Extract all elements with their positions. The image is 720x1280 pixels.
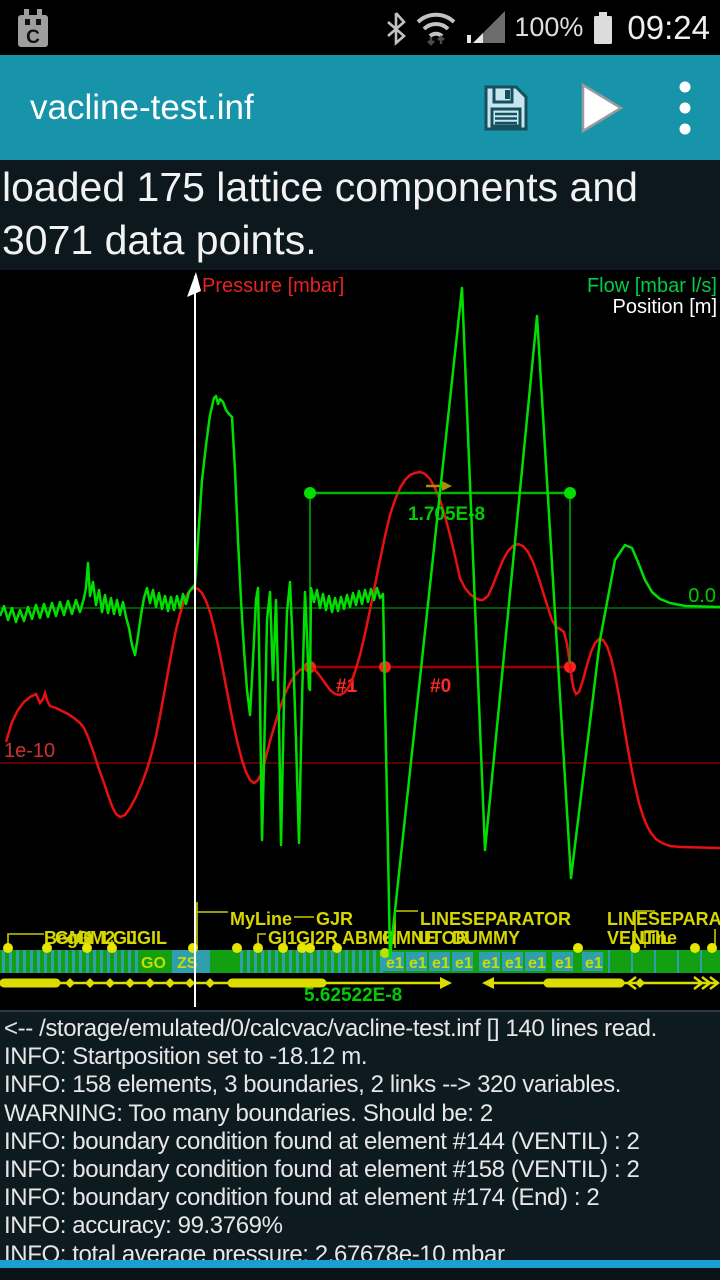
strip-label-e1: e1	[455, 955, 473, 972]
component-label: GI1	[268, 928, 297, 948]
status-message-line2: 3071 data points.	[2, 217, 317, 263]
log-line: INFO: total average pressure: 2.67678e-1…	[4, 1240, 505, 1260]
flow-axis-label: Flow [mbar l/s]	[587, 275, 717, 297]
chart-canvas: 0.0 1e-10 #1 #0 1.7	[0, 270, 720, 1010]
overflow-dots-icon	[679, 81, 691, 134]
strip-label-e1: e1	[386, 955, 404, 972]
component-label: GJR	[316, 909, 353, 929]
component-label: MyLine	[230, 909, 292, 929]
page-title: vacline-test.inf	[30, 87, 254, 127]
strip-label-e1: e1	[528, 955, 546, 972]
bottom-filler	[0, 1268, 720, 1280]
component-label: LGIL	[126, 928, 167, 948]
log-line: WARNING: Too many boundaries. Should be:…	[4, 1099, 493, 1127]
position-cursor[interactable]	[187, 272, 201, 1007]
component-label: LINESEPARATOR	[607, 909, 720, 929]
component-label: Begin	[44, 928, 94, 948]
status-bar: C 100% 09:24	[0, 0, 720, 55]
flow-zero-tick: 0.0	[688, 585, 716, 607]
log-line: INFO: 158 elements, 3 boundaries, 2 link…	[4, 1071, 621, 1099]
app-notification-icon: C	[18, 8, 48, 48]
strip-label-go: GO	[141, 955, 166, 972]
lattice-strip[interactable]: GO ZS e1 e1 e1 e1 e1 e1 e1 e1 e1	[0, 950, 720, 973]
flow-direction-arrows	[0, 976, 720, 990]
component-label: LGJ	[102, 928, 137, 948]
component-label: DUMMY	[452, 928, 520, 948]
play-icon	[581, 82, 624, 133]
cursor-flow-value: 5.62522E-8	[304, 985, 402, 1006]
strip-label-zs: ZS	[177, 955, 198, 972]
clock: 09:24	[627, 8, 710, 46]
log-line: INFO: accuracy: 99.3769%	[4, 1212, 283, 1240]
pressure-axis-label: Pressure [mbar]	[202, 275, 344, 297]
battery-icon	[594, 11, 613, 44]
component-label: GM2	[76, 928, 115, 948]
component-label: UTOR	[418, 928, 469, 948]
measure-arrow-icon	[442, 481, 452, 491]
strip-label-e1: e1	[432, 955, 450, 972]
pressure-ref-tick: 1e-10	[4, 740, 55, 762]
save-button[interactable]	[458, 55, 554, 160]
component-label: GI2R	[296, 928, 338, 948]
app-toolbar: vacline-test.inf	[0, 55, 720, 160]
strip-label-e1: e1	[585, 955, 603, 972]
pressure-curve	[4, 470, 720, 850]
log-line: INFO: boundary condition found at elemen…	[4, 1127, 640, 1155]
strip-label-e1: e1	[409, 955, 427, 972]
chart-background	[0, 270, 720, 1010]
component-label: OMNE	[382, 928, 436, 948]
bluetooth-icon	[387, 11, 407, 46]
link0-label: #0	[430, 676, 451, 697]
lattice-labels: MyLine GJR LINESEPARATOR LINESEPARATOR B…	[7, 902, 720, 948]
log-line: INFO: Startposition set to -18.12 m.	[4, 1043, 368, 1071]
component-label: Line	[640, 928, 677, 948]
signal-icon	[467, 10, 506, 43]
log-line: <-- /storage/emulated/0/calcvac/vacline-…	[4, 1015, 657, 1042]
strip-label-e1: e1	[555, 955, 573, 972]
status-message-line1: loaded 175 lattice components and	[2, 164, 638, 210]
strip-label-e1: e1	[482, 955, 500, 972]
cursor-head-icon	[187, 272, 201, 297]
log-output[interactable]: <-- /storage/emulated/0/calcvac/vacline-…	[0, 1010, 720, 1260]
component-label: GM1	[55, 928, 94, 948]
simulation-chart[interactable]: 0.0 1e-10 #1 #0 1.7	[0, 270, 720, 1010]
run-button[interactable]	[554, 55, 650, 160]
component-label: LINESEPARATOR	[420, 909, 571, 929]
flow-measure-value: 1.705E-8	[408, 504, 485, 525]
log-line: INFO: boundary condition found at elemen…	[4, 1184, 600, 1212]
overflow-menu-button[interactable]	[650, 55, 720, 160]
position-axis-label: Position [m]	[613, 296, 717, 318]
flow-curve	[0, 286, 720, 959]
wifi-icon	[416, 12, 456, 46]
status-message: loaded 175 lattice components and 3071 d…	[0, 160, 720, 270]
toolbar-actions	[458, 55, 720, 160]
battery-percent: 100%	[514, 12, 584, 42]
bottom-divider	[0, 1260, 720, 1268]
component-label: ABMK	[342, 928, 396, 948]
svg-text:C: C	[26, 27, 40, 48]
component-label: VENTIL	[607, 928, 671, 948]
strip-label-e1: e1	[505, 955, 523, 972]
log-line: INFO: boundary condition found at elemen…	[4, 1156, 640, 1184]
save-floppy-icon	[484, 85, 528, 130]
